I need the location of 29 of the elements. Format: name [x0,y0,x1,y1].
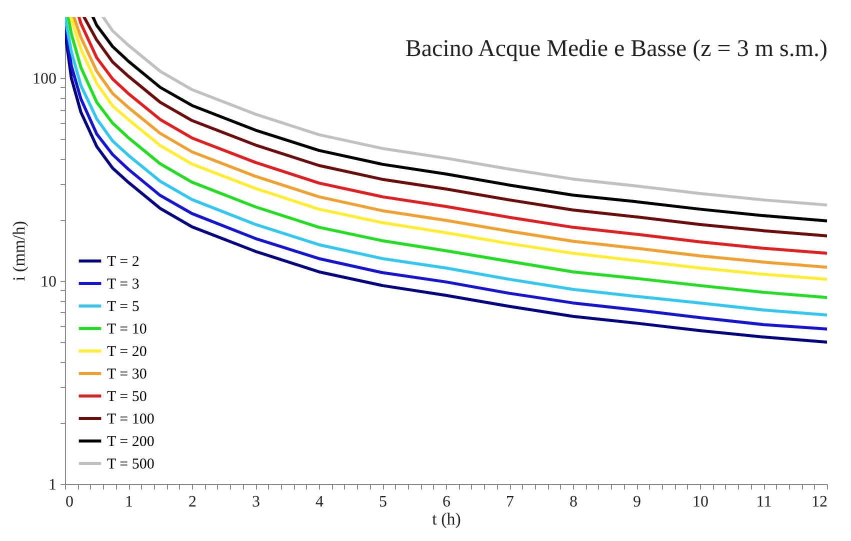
legend-label: T = 20 [107,344,147,360]
x-tick-label: 7 [506,494,514,510]
text: Bacino Acque Medie e Basse (z = 3 m s.m.) [405,36,828,62]
legend-label: T = 100 [107,412,154,428]
x-tick-label: 10 [692,494,708,510]
x-tick-label: 12 [812,494,828,510]
legend-label: T = 10 [107,322,147,338]
legend-label: T = 500 [107,456,154,472]
y-tick-label: 10 [40,274,56,291]
x-tick-label: 0 [66,494,74,510]
x-tick-label: 6 [442,494,450,510]
x-tick-label: 2 [188,494,196,510]
legend-label: T = 2 [107,254,140,270]
y-tick-label: 100 [32,70,56,88]
x-tick-label: 3 [252,494,260,510]
x-tick-label: 11 [756,494,772,510]
x-tick-label: 1 [125,494,133,510]
legend-label: T = 50 [107,389,147,405]
x-tick-label: 5 [379,494,387,510]
x-tick-label: 8 [570,494,578,510]
x-tick-label: 9 [633,494,641,510]
legend-label: T = 200 [107,434,154,450]
y-tick-label: 1 [48,476,56,494]
x-axis-title: t (h) [432,510,461,528]
y-axis-title: i (mm/h) [10,221,28,281]
x-tick-label: 4 [316,494,324,510]
legend-label: T = 30 [107,366,147,382]
legend-label: T = 3 [107,276,140,292]
legend-label: T = 5 [107,299,140,315]
